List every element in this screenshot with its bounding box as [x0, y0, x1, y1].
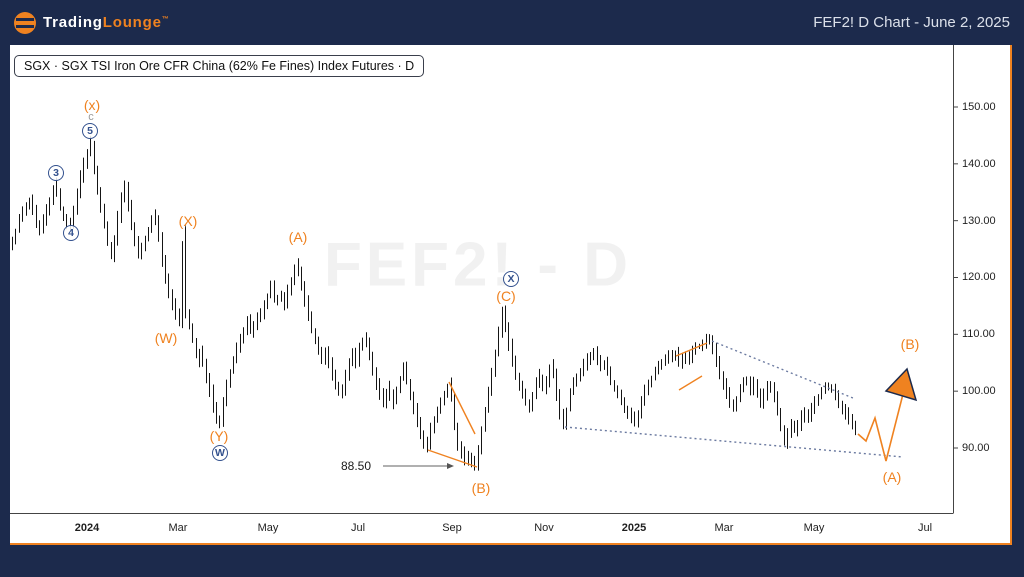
price-bars[interactable]: [12, 135, 856, 471]
axis-ticks: [953, 106, 958, 449]
orange-trendline[interactable]: [448, 381, 476, 435]
watermark-text: FEF2! - D: [324, 231, 632, 300]
logo-trademark: ™: [161, 16, 170, 23]
forecast-projection: [383, 367, 918, 469]
forecast-arrow-icon: [884, 367, 918, 402]
trendlines[interactable]: [427, 340, 904, 468]
logo-word-lounge: Lounge: [102, 14, 162, 31]
symbol-description[interactable]: SGX · SGX TSI Iron Ore CFR China (62% Fe…: [14, 55, 425, 77]
chart-title: FEF2! D Chart - June 2, 2025: [813, 14, 1010, 31]
price-pointer-arrowhead-icon: [447, 463, 454, 469]
dotted-trendline[interactable]: [564, 426, 904, 458]
chart-plot-area[interactable]: [10, 45, 1012, 545]
dotted-trendline[interactable]: [711, 340, 854, 399]
forecast-zigzag: [857, 393, 904, 462]
logo-text: TradingLounge™: [43, 14, 170, 31]
tradinglounge-logo-icon: [14, 11, 36, 34]
header-bar: TradingLounge™ FEF2! D Chart - June 2, 2…: [0, 0, 1024, 45]
tradinglounge-logo: TradingLounge™: [14, 11, 170, 34]
orange-trendline[interactable]: [427, 449, 478, 468]
orange-trendline[interactable]: [678, 375, 703, 391]
orange-trendline[interactable]: [675, 342, 708, 357]
logo-word-trading: Trading: [43, 14, 103, 31]
